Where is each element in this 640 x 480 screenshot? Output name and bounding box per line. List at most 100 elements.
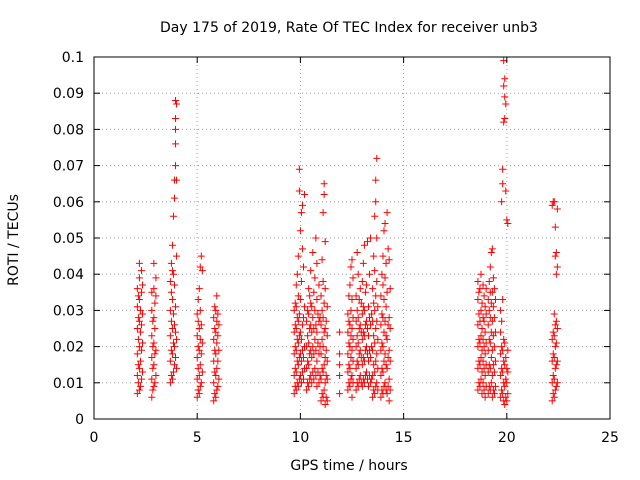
data-point bbox=[197, 379, 205, 387]
data-point bbox=[298, 321, 306, 329]
data-point bbox=[381, 220, 389, 228]
data-point bbox=[357, 299, 365, 307]
data-point bbox=[504, 368, 512, 376]
data-point bbox=[166, 379, 174, 387]
data-point bbox=[474, 321, 482, 329]
x-tick-label: 0 bbox=[90, 430, 99, 446]
data-point bbox=[295, 332, 303, 340]
data-point bbox=[336, 350, 344, 358]
data-point bbox=[303, 386, 311, 394]
data-point bbox=[296, 372, 304, 380]
data-point bbox=[490, 390, 498, 398]
data-point bbox=[195, 390, 203, 398]
data-point bbox=[168, 350, 176, 358]
data-point bbox=[194, 296, 202, 304]
data-point bbox=[317, 375, 325, 383]
data-point bbox=[137, 375, 145, 383]
data-point bbox=[379, 281, 387, 289]
data-point bbox=[489, 386, 497, 394]
data-point bbox=[365, 303, 373, 311]
data-point bbox=[310, 325, 318, 332]
data-point bbox=[348, 325, 356, 332]
data-point bbox=[485, 306, 493, 314]
data-point bbox=[551, 386, 559, 394]
data-point bbox=[297, 335, 305, 343]
data-point bbox=[298, 368, 306, 376]
data-point bbox=[346, 364, 354, 372]
data-point bbox=[476, 339, 484, 347]
data-point bbox=[135, 296, 143, 304]
data-point bbox=[499, 296, 507, 304]
data-point bbox=[478, 390, 486, 398]
data-point bbox=[489, 303, 497, 311]
data-point bbox=[150, 382, 158, 390]
data-point bbox=[196, 361, 204, 369]
data-points bbox=[133, 57, 561, 409]
data-point bbox=[135, 259, 143, 267]
data-point bbox=[480, 364, 488, 372]
data-point bbox=[135, 343, 143, 351]
data-point bbox=[354, 314, 362, 322]
data-point bbox=[499, 180, 507, 188]
data-point bbox=[377, 321, 385, 329]
data-point bbox=[295, 187, 303, 195]
data-point bbox=[134, 335, 142, 343]
data-point bbox=[385, 375, 393, 383]
data-point bbox=[384, 353, 392, 361]
data-point bbox=[308, 379, 316, 387]
data-point bbox=[474, 364, 482, 372]
data-point bbox=[135, 317, 143, 325]
data-point bbox=[133, 303, 141, 311]
data-point bbox=[358, 277, 366, 285]
data-point bbox=[373, 277, 381, 285]
data-point bbox=[297, 357, 305, 365]
data-point bbox=[294, 382, 302, 390]
data-point bbox=[149, 343, 157, 351]
data-point bbox=[290, 390, 298, 398]
data-point bbox=[386, 285, 394, 293]
data-point bbox=[370, 299, 378, 307]
data-point bbox=[213, 292, 221, 300]
data-point bbox=[382, 303, 390, 311]
data-point bbox=[319, 209, 327, 217]
data-point bbox=[321, 379, 329, 387]
data-point bbox=[148, 375, 156, 383]
data-point bbox=[149, 386, 157, 394]
data-point bbox=[477, 375, 485, 383]
data-point bbox=[552, 339, 560, 347]
data-point bbox=[490, 343, 498, 351]
data-point bbox=[303, 343, 311, 351]
data-point bbox=[368, 375, 376, 383]
data-point bbox=[347, 332, 355, 340]
data-point bbox=[305, 285, 313, 293]
data-point bbox=[383, 209, 391, 217]
data-point bbox=[294, 292, 302, 300]
data-point bbox=[487, 248, 495, 256]
data-point bbox=[133, 390, 141, 398]
data-point bbox=[367, 234, 375, 242]
y-tick-label: 0.07 bbox=[53, 159, 84, 175]
data-point bbox=[213, 364, 221, 372]
data-point bbox=[377, 346, 385, 354]
data-point bbox=[168, 241, 176, 249]
data-point bbox=[336, 361, 344, 369]
data-point bbox=[500, 357, 508, 365]
data-point bbox=[304, 306, 312, 314]
data-point bbox=[292, 281, 300, 289]
data-point bbox=[372, 176, 380, 184]
data-point bbox=[502, 375, 510, 383]
data-point bbox=[488, 346, 496, 354]
data-point bbox=[498, 343, 506, 351]
data-point bbox=[377, 372, 385, 380]
data-point bbox=[353, 357, 361, 365]
data-point bbox=[501, 93, 509, 101]
data-point bbox=[373, 350, 381, 358]
data-point bbox=[320, 361, 328, 369]
data-point bbox=[372, 382, 380, 390]
data-point bbox=[309, 314, 317, 322]
data-point bbox=[313, 328, 321, 336]
data-point bbox=[384, 382, 392, 390]
data-point bbox=[360, 379, 368, 387]
data-point bbox=[548, 397, 556, 405]
data-point bbox=[360, 306, 368, 314]
